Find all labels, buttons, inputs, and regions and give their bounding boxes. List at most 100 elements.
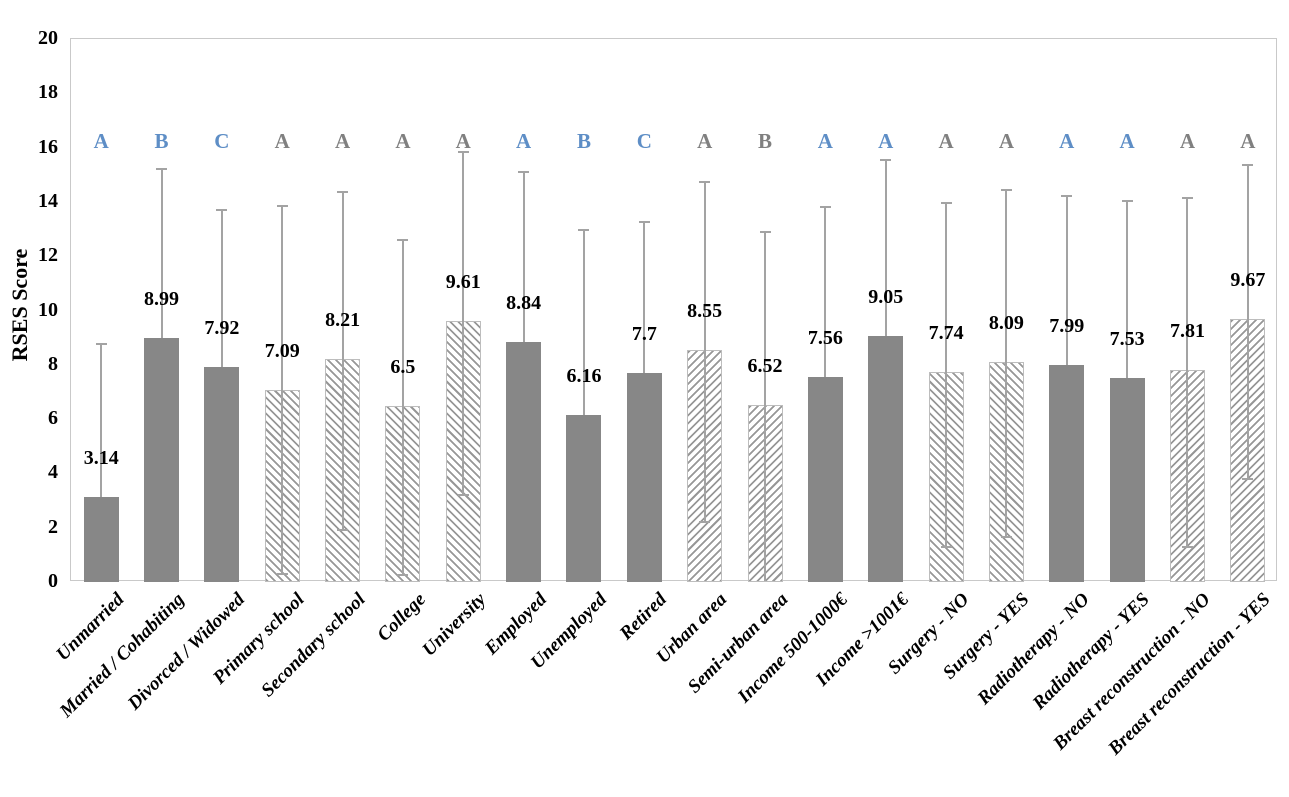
error-bar-upper-cap: [759, 230, 771, 233]
significance-letter: A: [938, 129, 954, 153]
error-bar-upper-cap: [1121, 199, 1133, 202]
significance-letter: A: [1059, 129, 1075, 153]
significance-letter: A: [878, 129, 894, 153]
error-bar-lower-cap: [1000, 536, 1012, 539]
error-bar-upper-cap: [397, 238, 409, 241]
error-bar-lower-cap: [940, 545, 952, 548]
error-bar: [703, 181, 706, 523]
error-bar-upper-cap: [1242, 164, 1254, 167]
error-bar-lower-cap: [337, 528, 349, 531]
error-bar-upper-cap: [819, 206, 831, 209]
significance-letter: A: [1119, 129, 1135, 153]
y-tick-label: 0: [48, 570, 58, 592]
bar-13: [807, 376, 843, 582]
bar-value-label: 8.09: [988, 312, 1024, 335]
error-bar-upper-cap: [95, 343, 107, 346]
significance-letter: C: [214, 129, 230, 153]
error-bar: [281, 205, 284, 574]
error-bar-lower-cap: [397, 574, 409, 577]
bar-value-label: 8.84: [506, 291, 542, 314]
significance-letter: A: [697, 129, 713, 153]
x-category-label: Income 500-1000€: [734, 589, 853, 708]
bar-value-label: 7.53: [1109, 327, 1145, 350]
significance-letter: A: [1240, 129, 1256, 153]
bar-value-label: 7.09: [264, 339, 300, 362]
bar-value-label: 6.5: [390, 355, 416, 378]
significance-letter: C: [636, 129, 652, 153]
error-bar: [764, 231, 767, 581]
bar-value-label: 8.99: [144, 287, 180, 310]
bar-value-label: 9.67: [1230, 269, 1266, 292]
error-bar: [220, 210, 223, 367]
significance-letter: A: [395, 129, 411, 153]
error-bar: [1005, 189, 1008, 538]
error-bar: [1065, 196, 1068, 366]
significance-letter: A: [516, 129, 532, 153]
bar-value-label: 7.56: [807, 326, 843, 349]
error-bar: [401, 239, 404, 576]
error-bar-upper-cap: [1000, 188, 1012, 191]
significance-letter: A: [455, 129, 471, 153]
error-bar-upper-cap: [880, 158, 892, 161]
error-bar: [1126, 200, 1129, 378]
error-bar-lower-cap: [457, 493, 469, 496]
y-tick-label: 2: [48, 515, 58, 538]
error-bar: [582, 230, 585, 415]
bar-value-label: 3.14: [83, 446, 119, 469]
bar-value-label: 7.74: [928, 321, 964, 344]
bar-value-label: 7.7: [631, 322, 657, 345]
bar-value-label: 7.92: [204, 316, 240, 339]
error-bar: [1246, 165, 1249, 479]
error-bar: [341, 192, 344, 530]
bar-2: [144, 337, 180, 582]
x-category-label: College: [373, 589, 430, 646]
error-bar-upper-cap: [1061, 195, 1073, 198]
y-tick-label: 10: [38, 298, 58, 321]
y-tick-label: 12: [38, 244, 58, 267]
error-bar-lower-cap: [276, 572, 288, 575]
bar-value-label: 6.16: [566, 364, 602, 387]
error-bar: [160, 169, 163, 338]
error-bar-upper-cap: [276, 204, 288, 207]
bar-8: [506, 341, 542, 582]
significance-letter: A: [93, 129, 109, 153]
bar-value-label: 8.21: [325, 309, 361, 332]
bar-18: [1109, 377, 1145, 582]
significance-letter: A: [274, 129, 290, 153]
error-bar-upper-cap: [699, 180, 711, 183]
significance-letter: B: [576, 129, 591, 153]
bar-value-label: 7.81: [1169, 319, 1205, 342]
significance-letter: B: [758, 129, 773, 153]
y-tick-label: 14: [38, 189, 58, 212]
bar-17: [1049, 365, 1085, 582]
error-bar: [1186, 197, 1189, 547]
bar-9: [566, 414, 602, 582]
error-bar: [824, 207, 827, 377]
significance-letter: A: [1179, 129, 1196, 153]
x-category-label: Secondary school: [257, 589, 370, 702]
error-bar-upper-cap: [638, 221, 650, 224]
bar-value-label: 9.61: [445, 271, 481, 294]
x-category-label: Radiotherapy - NO: [973, 589, 1094, 710]
y-tick-label: 20: [38, 27, 58, 49]
significance-letter: A: [817, 129, 833, 153]
error-bar-lower-cap: [1181, 545, 1193, 548]
y-tick-label: 6: [48, 407, 58, 430]
y-tick-label: 8: [48, 352, 58, 375]
bar-value-label: 8.55: [687, 299, 723, 322]
error-bar: [945, 203, 948, 547]
bar-3: [204, 366, 240, 582]
error-bar-lower-cap: [699, 521, 711, 524]
error-bar: [462, 151, 465, 495]
x-category-label: Retired: [616, 589, 672, 645]
y-tick-label: 4: [48, 461, 58, 484]
error-bar-upper-cap: [216, 209, 228, 212]
error-bar-upper-cap: [457, 150, 469, 153]
x-category-label: University: [418, 589, 491, 661]
bar-value-label: 7.99: [1049, 315, 1085, 338]
bar-14: [868, 336, 904, 582]
error-bar-upper-cap: [156, 168, 168, 171]
bar-10: [626, 372, 662, 582]
bar-1: [83, 496, 119, 582]
